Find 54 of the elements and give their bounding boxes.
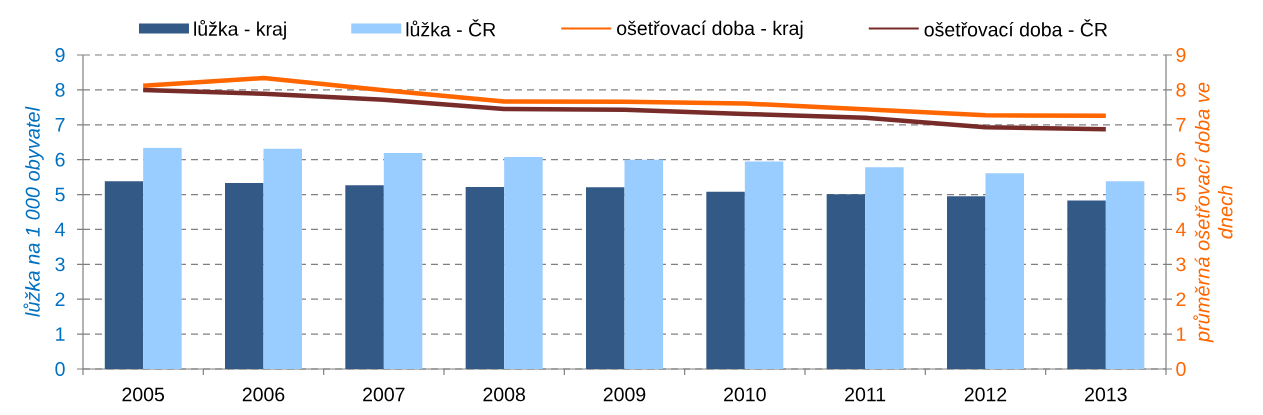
- y-tick-label: 3: [55, 257, 65, 272]
- x-tick-label: 2007: [363, 387, 405, 402]
- legend-label: lůžka - kraj: [194, 19, 286, 40]
- x-tick-label: 2009: [603, 387, 646, 402]
- bar: [104, 181, 144, 369]
- bar: [985, 173, 1024, 369]
- y2-axis-title: průměrná ošetřovací doba ve dnech: [1193, 82, 1233, 343]
- bar: [465, 186, 505, 369]
- y-tick-label: 5: [55, 187, 65, 202]
- x-tick-label: 2013: [1085, 387, 1127, 402]
- y-axis-title: lůžka na 1 000 obyvatel: [23, 106, 44, 317]
- y2-tick-label: 5: [1176, 187, 1186, 202]
- y2-tick-label: 2: [1176, 292, 1186, 307]
- bar: [946, 196, 986, 369]
- bar: [826, 194, 866, 369]
- bar: [1105, 181, 1145, 369]
- y2-tick-label: 6: [1176, 152, 1186, 167]
- x-tick-label: 2006: [242, 387, 285, 402]
- bar: [865, 167, 904, 369]
- y-tick-label: 7: [55, 118, 65, 132]
- bar: [383, 153, 423, 369]
- y2-tick-label: 1: [1177, 327, 1186, 341]
- line-series: [140, 87, 1109, 132]
- bar: [143, 147, 182, 369]
- legend-label: lůžka - ČR: [406, 19, 496, 37]
- y2-tick-label: 4: [1175, 222, 1186, 237]
- bar: [345, 185, 384, 369]
- y2-tick-label: 0: [1176, 362, 1186, 376]
- x-tick-label: 2005: [122, 387, 165, 402]
- bar: [504, 156, 543, 369]
- legend-label: ošetřovací doba - ČR: [924, 19, 1108, 37]
- x-tick-label: 2010: [724, 387, 766, 402]
- bar: [1067, 200, 1106, 369]
- x-tick-label: 2008: [483, 387, 525, 402]
- bar: [706, 191, 745, 369]
- y2-tick-label: 9: [1176, 48, 1186, 62]
- y-tick-label: 0: [55, 362, 65, 376]
- x-tick-label: 2011: [845, 387, 886, 402]
- y-tick-label: 4: [55, 222, 65, 237]
- bar: [744, 161, 784, 369]
- bar: [585, 187, 625, 369]
- y2-tick-label: 7: [1176, 118, 1186, 132]
- x-tick-label: 2012: [964, 387, 1007, 402]
- y-tick-label: 8: [55, 82, 65, 97]
- y-tick-label: 2: [55, 292, 65, 307]
- bar: [225, 183, 264, 369]
- bar: [263, 148, 302, 369]
- y2-tick-label: 3: [1176, 257, 1186, 272]
- legend-label: ošetřovací doba - kraj: [617, 20, 803, 40]
- y-tick-label: 9: [55, 48, 65, 62]
- y2-tick-label: 8: [1176, 82, 1186, 97]
- y-tick-label: 1: [56, 327, 65, 341]
- y-tick-label: 6: [55, 152, 65, 167]
- bar: [624, 159, 663, 369]
